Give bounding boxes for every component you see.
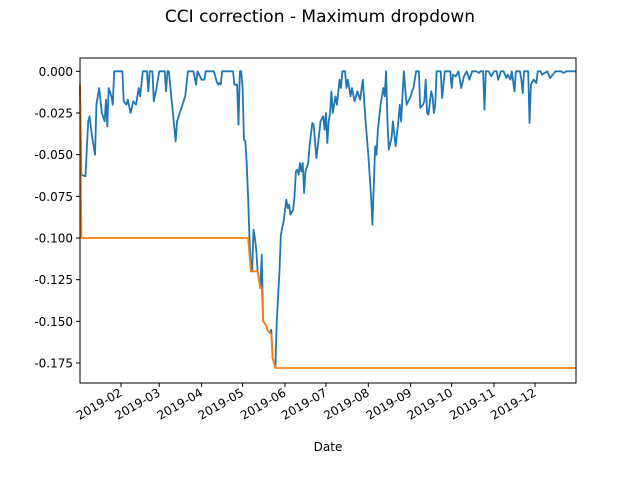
x-tick-label: 2019-04	[155, 385, 205, 422]
y-tick-label: -0.050	[34, 148, 73, 162]
x-axis: 2019-022019-032019-042019-052019-062019-…	[74, 383, 539, 423]
x-tick-label: 2019-11	[447, 385, 497, 422]
x-tick-label: 2019-12	[488, 385, 538, 422]
x-tick-label: 2019-05	[196, 385, 246, 422]
y-tick-label: -0.100	[34, 232, 73, 246]
y-tick-label: -0.125	[34, 273, 73, 287]
y-tick-label: -0.150	[34, 315, 73, 329]
y-tick-label: 0.000	[39, 65, 73, 79]
y-tick-label: -0.025	[34, 107, 73, 121]
y-tick-label: -0.075	[34, 190, 73, 204]
x-tick-label: 2019-07	[279, 385, 329, 422]
chart-title: CCI correction - Maximum dropdown	[164, 7, 476, 27]
series-line-max_drawdown	[79, 84, 576, 369]
y-tick-label: -0.175	[34, 357, 73, 371]
series-layer	[79, 70, 576, 369]
x-tick-label: 2019-10	[405, 385, 455, 422]
plot-frame	[79, 57, 577, 384]
x-tick-label: 2019-06	[238, 385, 288, 422]
x-axis-label: Date	[314, 440, 343, 454]
y-axis: 0.000 -0.025 -0.050 -0.075 -0.100 -0.125 -0.15…	[34, 65, 80, 371]
series-line-drawdown	[79, 70, 576, 369]
x-tick-label: 2019-08	[321, 385, 371, 422]
x-tick-label: 2019-09	[364, 385, 414, 422]
